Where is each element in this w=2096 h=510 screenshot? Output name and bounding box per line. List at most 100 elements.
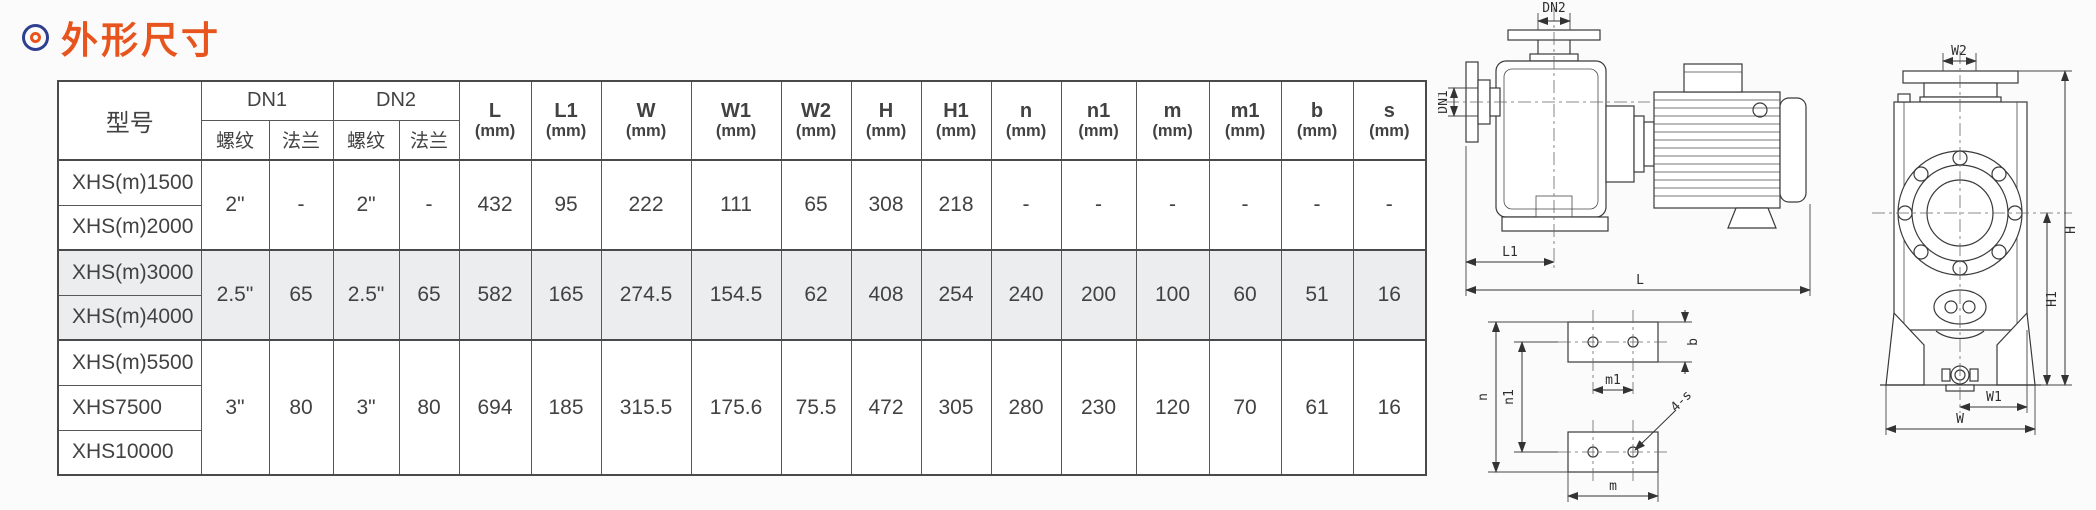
model-cell: XHS10000 [57, 429, 202, 476]
value-cell: 100 [1135, 249, 1210, 341]
header-dim-m: m (mm) [1135, 80, 1210, 161]
front-view-dimensions: W2 H H1 W1 W [1885, 44, 2079, 435]
n1-label: n1 [1502, 389, 1517, 405]
mounting-base-drawing: b m1 n n1 m 4-s [1476, 310, 1701, 502]
value-cell: - [1135, 159, 1210, 251]
header-dim-s: s (mm) [1352, 80, 1427, 161]
header-dn1-flange: 法兰 [268, 119, 334, 161]
value-cell: 3" [200, 339, 270, 476]
dn2-label: DN2 [1542, 1, 1565, 16]
value-cell: 432 [458, 159, 532, 251]
header-dn1-thread: 螺纹 [200, 119, 270, 161]
value-cell: 280 [990, 339, 1062, 476]
table-row: XHS(m)2000 [57, 204, 1426, 251]
value-cell: 472 [850, 339, 922, 476]
value-cell: 70 [1208, 339, 1282, 476]
hole-count-label: 4-s [1668, 388, 1695, 415]
value-cell: 254 [920, 249, 992, 341]
value-cell: 154.5 [690, 249, 782, 341]
value-cell: 111 [690, 159, 782, 251]
value-cell: 16 [1352, 249, 1427, 341]
value-cell: 51 [1280, 249, 1354, 341]
value-cell: - [268, 159, 334, 251]
b-label: b [1686, 338, 1701, 346]
value-cell: 175.6 [690, 339, 782, 476]
dimensions-table: 型号 DN1 DN2 L (mm) L1 (mm) W (mm) W1 (mm) W2(… [57, 80, 1428, 476]
value-cell: 60 [1208, 249, 1282, 341]
l1-label: L1 [1502, 245, 1518, 260]
model-cell: XHS(m)3000 [57, 249, 202, 296]
value-cell: 240 [990, 249, 1062, 341]
page-title: 外形尺寸 [61, 20, 221, 61]
model-cell: XHS(m)1500 [57, 159, 202, 206]
header-dim-n1: n1 (mm) [1060, 80, 1137, 161]
model-cell: XHS7500 [57, 384, 202, 431]
w-label: W [1956, 412, 1964, 427]
side-view-pump-outline [1446, 8, 1807, 268]
pump-side-view-drawing: DN2 DN1 L1 L [1438, 1, 1811, 502]
header-dn2-flange: 法兰 [398, 119, 460, 161]
h1-label: H1 [2045, 291, 2060, 307]
table-row: XHS(m)4000 [57, 294, 1426, 341]
value-cell: 3" [332, 339, 400, 476]
value-cell: 408 [850, 249, 922, 341]
value-cell: 582 [458, 249, 532, 341]
value-cell: 2.5" [332, 249, 400, 341]
header-dim-H1: H1 (mm) [920, 80, 992, 161]
value-cell: 308 [850, 159, 922, 251]
value-cell: 62 [780, 249, 852, 341]
value-cell: 120 [1135, 339, 1210, 476]
value-cell: 315.5 [600, 339, 692, 476]
value-cell: - [398, 159, 460, 251]
technical-drawings: DN2 DN1 L1 L [1438, 0, 2096, 510]
value-cell: 165 [530, 249, 602, 341]
value-cell: 2.5" [200, 249, 270, 341]
value-cell: 222 [600, 159, 692, 251]
section-title-row: 外形尺寸 [22, 10, 221, 64]
header-dim-W: W (mm) [600, 80, 692, 161]
header-dn2: DN2 [332, 80, 460, 121]
model-cell: XHS(m)4000 [57, 294, 202, 341]
header-dim-W2: W2 (mm) [780, 80, 852, 161]
model-cell: XHS(m)2000 [57, 204, 202, 251]
value-cell: 230 [1060, 339, 1137, 476]
value-cell: 65 [398, 249, 460, 341]
side-view-dimensions: DN2 DN1 L1 L [1438, 1, 1811, 296]
value-cell: - [1060, 159, 1137, 251]
model-cell: XHS(m)5500 [57, 339, 202, 386]
header-dn2-thread: 螺纹 [332, 119, 400, 161]
dn1-label: DN1 [1438, 90, 1451, 113]
value-cell: 185 [530, 339, 602, 476]
header-dim-L1: L1 (mm) [530, 80, 602, 161]
value-cell: 305 [920, 339, 992, 476]
table-row: XHS(m)5500 3" 80 3" 80 694 185 315.5 175… [57, 339, 1427, 476]
value-cell: 95 [530, 159, 602, 251]
value-cell: 65 [268, 249, 334, 341]
table-row: XHS(m)1500 2" - 2" - 432 95 222 111 65 3… [57, 159, 1427, 251]
value-cell: 200 [1060, 249, 1137, 341]
table-row: XHS7500 [57, 384, 1426, 431]
value-cell: 2" [332, 159, 400, 251]
value-cell: 16 [1352, 339, 1427, 476]
front-view-pump-outline [1872, 51, 2072, 413]
double-circle-icon [22, 23, 49, 51]
header-dim-n: n (mm) [990, 80, 1062, 161]
h-label: H [2064, 226, 2079, 234]
value-cell: 61 [1280, 339, 1354, 476]
w1-label: W1 [1986, 390, 2002, 405]
value-cell: 694 [458, 339, 532, 476]
m-label: m [1609, 479, 1617, 494]
value-cell: - [1352, 159, 1427, 251]
m1-label: m1 [1605, 373, 1621, 388]
l-label: L [1636, 273, 1644, 288]
value-cell: - [1280, 159, 1354, 251]
value-cell: - [1208, 159, 1282, 251]
header-dim-m1: m1 (mm) [1208, 80, 1282, 161]
value-cell: 274.5 [600, 249, 692, 341]
value-cell: 218 [920, 159, 992, 251]
value-cell: 75.5 [780, 339, 852, 476]
header-dn1: DN1 [200, 80, 334, 121]
header-dim-L: L (mm) [458, 80, 532, 161]
value-cell: 80 [268, 339, 334, 476]
value-cell: - [990, 159, 1062, 251]
